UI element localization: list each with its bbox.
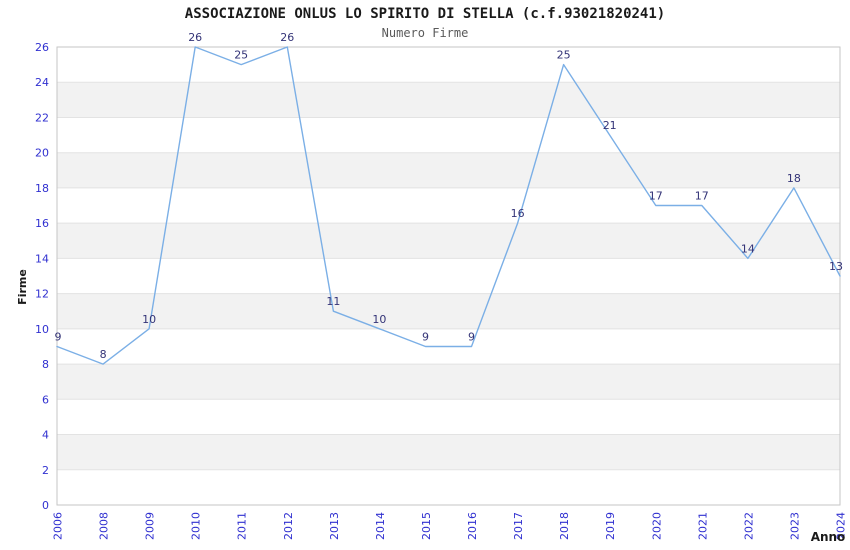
x-tick-label: 2015 [420, 512, 433, 540]
y-tick-label: 22 [35, 112, 49, 125]
x-axis-tick-labels: 2006 2008 2009 2010 2011 2012 2013 2014 2015 2016… [52, 512, 848, 540]
point-label: 21 [603, 119, 617, 132]
point-label: 25 [234, 49, 248, 62]
x-tick-label: 2021 [696, 512, 709, 540]
y-axis-title: Firme [16, 269, 29, 305]
y-tick-label: 2 [42, 464, 49, 477]
x-tick-label: 2011 [236, 512, 249, 540]
x-tick-label: 2022 [742, 512, 755, 540]
y-tick-label: 8 [42, 358, 49, 371]
y-tick-label: 20 [35, 147, 49, 160]
point-label: 17 [695, 190, 709, 203]
point-label: 13 [829, 260, 843, 273]
point-label: 11 [326, 295, 340, 308]
x-tick-label: 2017 [512, 512, 525, 540]
point-label: 9 [422, 331, 429, 344]
point-label: 10 [142, 313, 156, 326]
y-tick-label: 26 [35, 41, 49, 54]
point-labels: 9 8 10 26 25 26 11 10 9 9 16 25 21 17 17 14 18 13 [55, 31, 844, 361]
y-tick-label: 4 [42, 429, 49, 442]
point-label: 9 [468, 331, 475, 344]
grid-band [57, 152, 840, 188]
x-tick-label: 2012 [282, 512, 295, 540]
y-tick-label: 16 [35, 217, 49, 230]
y-tick-label: 10 [35, 323, 49, 336]
x-tick-label: 2013 [328, 512, 341, 540]
x-tick-label: 2016 [466, 512, 479, 540]
x-tick-label: 2018 [558, 512, 571, 540]
point-label: 8 [100, 348, 107, 361]
x-axis-title: Anno [811, 530, 846, 544]
x-tick-label: 2014 [374, 512, 387, 540]
chart-title: ASSOCIAZIONE ONLUS LO SPIRITO DI STELLA … [184, 6, 666, 22]
point-label: 26 [280, 31, 294, 44]
grid-band [57, 293, 840, 329]
grid-band [57, 364, 840, 400]
point-label: 18 [787, 172, 801, 185]
point-label: 17 [649, 190, 663, 203]
point-label: 14 [741, 242, 755, 255]
series-line [56, 46, 841, 365]
y-tick-label: 18 [35, 182, 49, 195]
grid-bands [57, 82, 840, 470]
chart-subtitle: Numero Firme [381, 26, 469, 40]
point-label: 25 [557, 49, 571, 62]
point-label: 26 [188, 31, 202, 44]
point-label: 9 [55, 331, 62, 344]
y-tick-label: 0 [42, 499, 49, 512]
point-label: 10 [372, 313, 386, 326]
y-tick-label: 14 [35, 252, 49, 265]
x-tick-label: 2006 [52, 512, 65, 540]
y-tick-label: 12 [35, 288, 49, 301]
x-tick-label: 2020 [650, 512, 663, 540]
y-tick-label: 6 [42, 393, 49, 406]
point-label: 16 [511, 207, 525, 220]
x-tick-label: 2019 [604, 512, 617, 540]
x-tick-label: 2008 [98, 512, 111, 540]
grid-band [57, 223, 840, 259]
x-tick-label: 2023 [788, 512, 801, 540]
y-tick-label: 24 [35, 76, 49, 89]
x-tick-label: 2009 [144, 512, 157, 540]
x-tick-label: 2010 [190, 512, 203, 540]
x-tick-label: 2024 [835, 512, 848, 540]
grid-band [57, 434, 840, 470]
grid-band [57, 82, 840, 118]
